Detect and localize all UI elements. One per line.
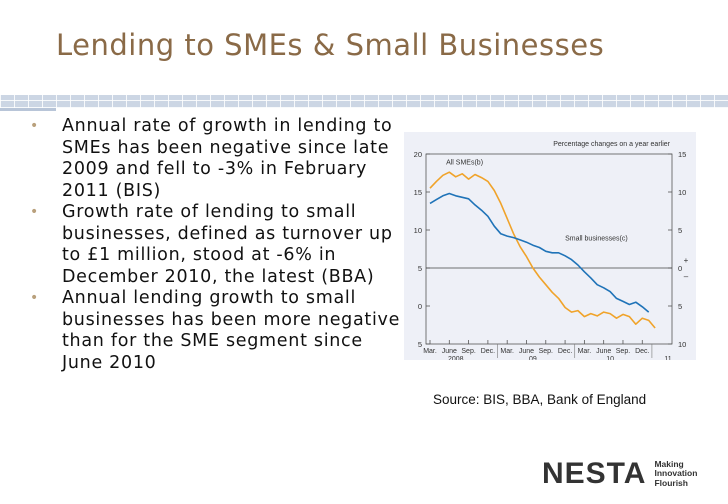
bullet-list: • Annual rate of growth in lending to SM… [24,116,404,374]
x-axis-year-label: 2008 [448,356,464,360]
right-axis-tick-label: 10 [678,340,686,349]
lending-growth-chart: Percentage changes on a year earlier 20 15… [414,141,689,363]
right-axis-minus-sign: – [684,272,689,281]
x-axis-tick-label: June [596,348,611,355]
source-note: Source: BIS, BBA, Bank of England [433,392,647,407]
slide-title: Lending to SMEs & Small Businesses [56,28,605,62]
x-axis-tick-label: Dec. [635,348,649,355]
left-axis-tick-label: 5 [418,340,422,349]
logo-tagline-line: Flourish [654,477,688,488]
chart-panel: Percentage changes on a year earlier 20 15… [404,132,696,363]
axis-note: Percentage changes on a year earlier [553,141,670,148]
x-axis-tick-label: Sep. [539,348,553,355]
right-axis-tick-label: 10 [678,188,686,197]
x-axis-tick-label: Sep. [461,348,475,355]
bullet-item: • Annual lending growth to small busines… [24,288,404,374]
bullet-text: Annual lending growth to small businesse… [62,288,401,373]
x-axis-tick-label: Mar. [500,348,514,355]
x-axis-tick-label: Dec. [558,348,572,355]
left-axis-tick-label: 0 [418,302,422,311]
left-axis-tick-label: 5 [418,264,422,273]
title-divider [0,95,728,108]
series-label-all-smes: All SMEs(b) [446,160,483,167]
bullet-item: • Annual rate of growth in lending to SM… [24,116,404,202]
right-axis-tick-label: 15 [678,150,686,159]
bullet-text: Annual rate of growth in lending to SMEs… [62,116,393,201]
x-axis-tick-label: Mar. [423,348,437,355]
bullet-marker: • [30,204,39,220]
right-axis-tick-label: 0 [678,264,682,273]
logo-tagline-line: Making [654,458,684,469]
x-axis-tick-label: June [519,348,534,355]
left-axis-tick-label: 15 [414,188,422,197]
bullet-item: • Growth rate of lending to small busine… [24,202,404,288]
bullet-text: Growth rate of lending to small business… [62,202,393,287]
x-axis-year-label: 10 [606,356,614,360]
x-axis-tick-label: June [442,348,457,355]
left-axis-tick-label: 20 [414,150,422,159]
left-axis-tick-label: 10 [414,226,422,235]
series-line-small-businesses [429,192,650,313]
right-axis-plus-sign: + [684,256,689,265]
plot-frame [425,153,673,345]
bullet-marker: • [30,290,39,306]
right-axis-tick-label: 5 [678,226,682,235]
title-divider-accent [0,108,56,111]
right-axis-tick-label: 5 [678,302,682,311]
logo-wordmark: NESTA [542,457,647,490]
nesta-logo: NESTA Making Innovation Flourish [542,458,697,490]
x-axis-year-label: 11 [664,356,671,360]
bullet-marker: • [30,118,39,134]
x-axis-year-label: 09 [529,356,537,360]
x-axis-tick-label: Sep. [616,348,630,355]
x-axis-tick-label: Mar. [578,348,592,355]
series-line-all-smes [429,171,656,329]
x-axis-tick-label: Dec. [481,348,495,355]
logo-tagline-line: Innovation [654,468,698,479]
logo-tagline: Making Innovation Flourish [654,458,698,489]
series-label-small-businesses: Small businesses(c) [565,236,628,243]
